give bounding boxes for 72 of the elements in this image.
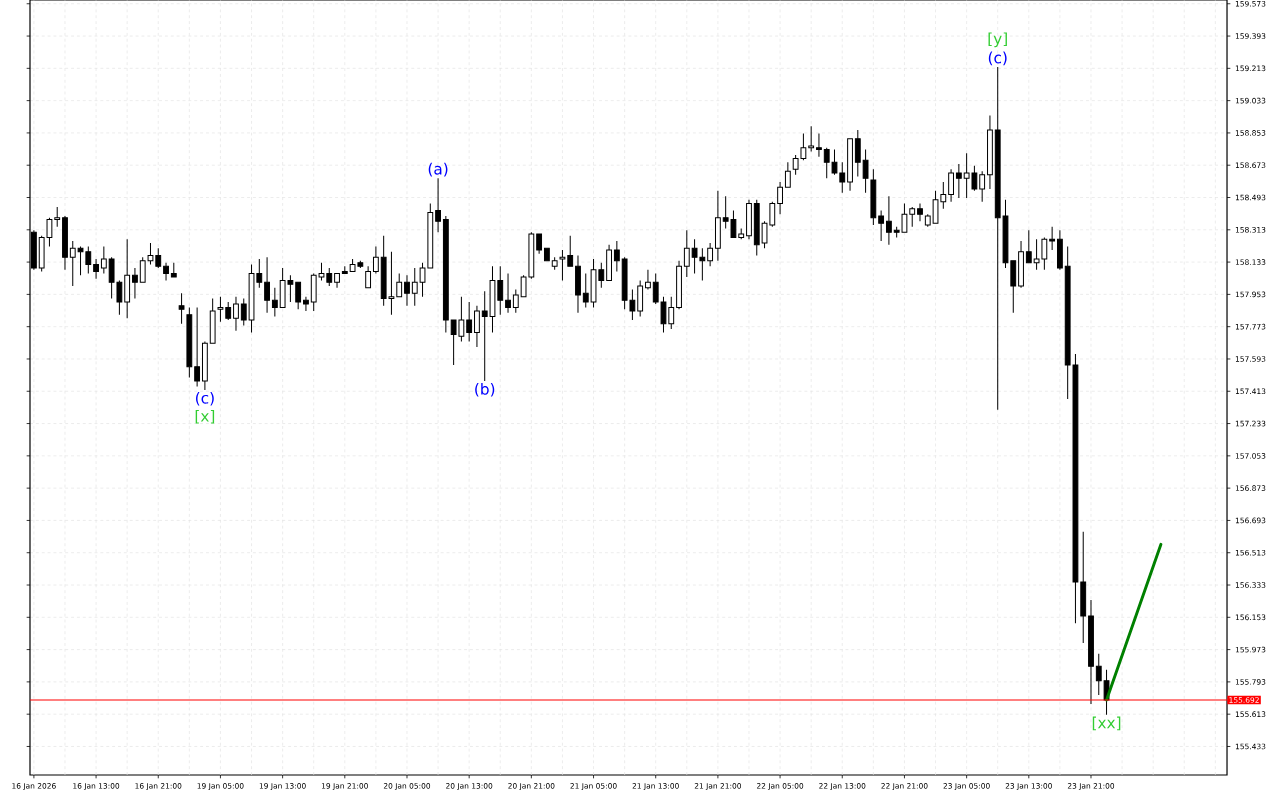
- candlestick: [917, 202, 923, 222]
- candlestick: [878, 210, 885, 242]
- candlestick: [637, 280, 644, 317]
- candlestick: [1088, 599, 1094, 705]
- candlestick: [1018, 240, 1024, 289]
- candlestick: [186, 306, 193, 378]
- candlestick: [474, 305, 480, 348]
- candlestick: [676, 260, 682, 310]
- candlestick: [404, 274, 410, 307]
- candlestick: [784, 161, 791, 188]
- candlestick: [217, 296, 224, 323]
- candlestick: [271, 287, 278, 317]
- candlestick: [233, 296, 239, 332]
- candlestick: [178, 292, 185, 325]
- candlestick: [372, 245, 379, 274]
- candlestick: [100, 245, 107, 274]
- candlestick: [979, 170, 986, 203]
- candlestick: [225, 301, 232, 321]
- annotation: [x]: [195, 409, 215, 424]
- candlestick: [93, 258, 99, 280]
- candlestick: [575, 254, 581, 314]
- candlestick: [808, 125, 815, 152]
- candlestick: [777, 181, 783, 215]
- candlestick: [551, 256, 558, 271]
- candlestick: [512, 289, 519, 314]
- candlestick: [645, 269, 651, 291]
- candlestick: [683, 229, 690, 278]
- candlestick: [334, 272, 340, 289]
- candlestick: [209, 298, 216, 344]
- candlestick: [505, 272, 511, 314]
- candlestick: [295, 281, 302, 310]
- candlestick: [955, 163, 962, 199]
- candlestick: [862, 149, 869, 194]
- candlestick: [847, 138, 853, 192]
- candlestick: [62, 215, 68, 271]
- candlestick: [124, 238, 131, 319]
- candlestick: [854, 129, 861, 178]
- candlestick: [816, 132, 822, 158]
- candlestick: [341, 265, 348, 274]
- candlestick: [746, 199, 752, 240]
- candlestick: [132, 267, 138, 300]
- candlestick: [365, 265, 372, 289]
- candlestick: [606, 244, 612, 282]
- candlestick: [201, 341, 208, 391]
- candlestick: [396, 272, 403, 298]
- candlestick: [303, 296, 309, 312]
- annotation: [xx]: [1092, 716, 1121, 731]
- candlestick: [543, 247, 550, 262]
- candlestick: [1049, 226, 1056, 251]
- candlestick: [170, 262, 177, 278]
- candlestick: [885, 195, 892, 246]
- candlestick: [613, 240, 620, 273]
- candlestick: [870, 168, 877, 226]
- candlestick: [536, 233, 543, 255]
- annotation: (c): [988, 51, 1007, 66]
- candlestick: [163, 262, 169, 282]
- candlestick: [435, 177, 441, 233]
- candlestick: [264, 256, 270, 314]
- candlestick: [707, 242, 714, 267]
- candlestick: [54, 206, 61, 228]
- annotation: (c): [196, 391, 214, 406]
- candlestick: [1025, 229, 1032, 264]
- annotation: (b): [475, 382, 495, 397]
- candlestick: [987, 115, 993, 190]
- candlestick: [948, 168, 954, 203]
- candlestick: [714, 190, 721, 262]
- candlestick: [1056, 229, 1063, 271]
- candlestick: [442, 215, 449, 334]
- candlestick: [194, 306, 201, 387]
- candlestick: [466, 301, 473, 343]
- annotation: [y]: [988, 32, 1007, 48]
- annotation: (a): [428, 162, 448, 177]
